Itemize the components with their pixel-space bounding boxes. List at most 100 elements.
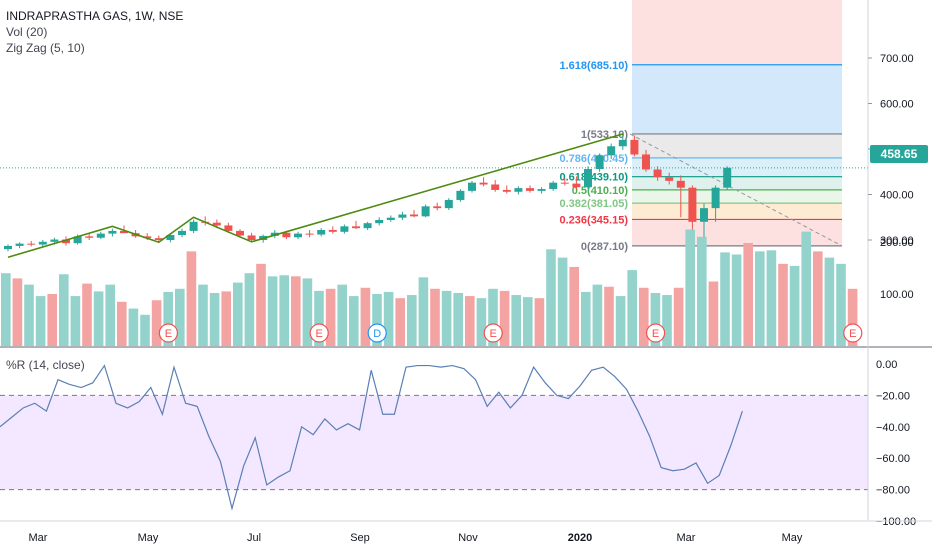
volume-bar [198, 284, 208, 346]
symbol-title[interactable]: INDRAPRASTHA GAS, 1W, NSE [6, 9, 184, 23]
volume-bar [708, 281, 719, 346]
volume-bar [35, 296, 46, 346]
volume-axis-tick: 100.00 [880, 289, 914, 301]
wr-band-fill [0, 395, 868, 490]
fib-zone-top [632, 0, 842, 65]
volume-bar [233, 282, 243, 346]
wr-axis-tick: −80.00 [876, 485, 910, 497]
volume-bar [569, 266, 579, 346]
volume-bar [221, 291, 231, 346]
wr-axis-tick: −100.00 [876, 516, 916, 528]
wr-line [0, 364, 743, 511]
candle-body [85, 236, 94, 238]
candle-body [688, 187, 697, 222]
price-axis-tick: 700.00 [880, 53, 914, 65]
volume-bar [801, 231, 811, 346]
event-marker-label: D [373, 328, 381, 340]
candle-body [595, 155, 604, 170]
price-axis-tick: 400.00 [880, 190, 914, 202]
zigzag-line [7, 133, 624, 259]
volume-bar [93, 291, 104, 346]
candle-body [15, 243, 24, 246]
volume-bar [488, 288, 498, 346]
volume-bar [163, 291, 173, 346]
candle-body [537, 189, 546, 191]
candle-body [317, 229, 326, 235]
volume-bar [418, 277, 429, 346]
candle-body [676, 180, 685, 188]
fib-level-label: 0.786(480.45) [560, 153, 629, 165]
volume-bar [639, 287, 649, 346]
volume-bar [441, 290, 452, 346]
candle-body [352, 226, 360, 229]
zigzag-indicator-label[interactable]: Zig Zag (5, 10) [6, 41, 85, 55]
candle-body [236, 230, 244, 236]
price-axis-tick: 600.00 [880, 99, 914, 111]
wr-axis-tick: 0.00 [876, 359, 897, 371]
fib-level-label: 0.5(410.10) [572, 185, 629, 197]
candle-body [584, 169, 592, 188]
volume-bar [755, 251, 765, 346]
fib-level-label: 0.236(345.15) [560, 214, 629, 226]
volume-bar [175, 288, 185, 346]
volume-bar [314, 290, 324, 346]
fib-level-label: 0.618(439.10) [560, 172, 629, 184]
event-marker-earnings [483, 323, 503, 343]
volume-bar [557, 257, 568, 346]
event-marker-earnings [645, 323, 666, 343]
fib-level-label: 1.618(685.10) [560, 60, 629, 72]
volume-bar [523, 297, 533, 346]
candle-body [224, 225, 233, 231]
volume-bar [24, 284, 34, 346]
volume-bar [59, 274, 69, 346]
candle-body [653, 169, 662, 178]
time-axis-tick: 2020 [568, 532, 592, 544]
volume-bar [581, 291, 591, 346]
candle-body [178, 230, 186, 235]
candle-body [700, 208, 708, 222]
candle-body [305, 233, 314, 235]
candle-body [514, 188, 523, 192]
candle-body [456, 190, 465, 200]
williams-r-indicator-label[interactable]: %R (14, close) [6, 358, 85, 372]
volume-bar [511, 295, 521, 346]
volume-indicator-label[interactable]: Vol (20) [6, 25, 48, 39]
volume-bar [813, 251, 823, 346]
candle-body [642, 154, 650, 170]
volume-bar [836, 263, 846, 346]
candle-body [723, 167, 732, 188]
fib-zone-1618 [632, 64, 842, 134]
volume-bar [743, 243, 753, 346]
candle-body [618, 139, 627, 147]
event-marker-label: E [849, 328, 856, 340]
volume-bar [256, 263, 266, 346]
volume-bar [70, 296, 81, 346]
wr-axis-tick: −20.00 [876, 390, 910, 402]
wr-axis-tick: −40.00 [876, 422, 910, 434]
volume-bar [209, 292, 220, 346]
candle-body [247, 235, 256, 240]
candle-body [549, 182, 558, 190]
volume-bar [82, 283, 92, 346]
volume-bar [395, 298, 405, 346]
event-marker-earnings [309, 323, 329, 343]
event-marker-earnings [158, 323, 178, 343]
time-axis-tick: Mar [677, 532, 696, 544]
candle-body [212, 222, 221, 226]
event-marker-label: E [165, 328, 172, 340]
volume-bar [151, 300, 162, 346]
candle-body [410, 214, 418, 217]
volume-bar [1, 273, 11, 346]
event-marker-label: E [652, 328, 659, 340]
candle-body [294, 233, 302, 238]
volume-bar [128, 308, 139, 346]
volume-bar [824, 257, 835, 346]
candle-body [73, 236, 82, 244]
volume-bar [604, 286, 614, 346]
candle-body [665, 177, 674, 181]
time-axis-tick: Nov [458, 532, 478, 544]
volume-bar [291, 276, 301, 346]
candle-body [154, 238, 163, 240]
volume-bar [662, 295, 672, 346]
